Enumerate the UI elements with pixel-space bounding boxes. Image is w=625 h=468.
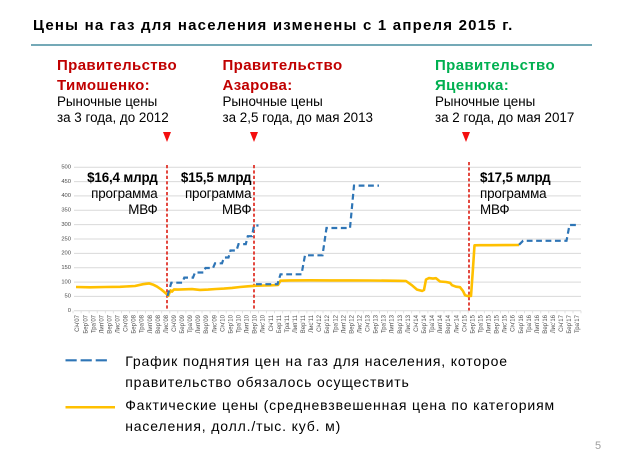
svg-text:Тра’11: Тра’11 (285, 314, 291, 332)
svg-text:400: 400 (61, 193, 71, 199)
svg-text:Вер’15: Вер’15 (495, 314, 501, 333)
svg-text:Вер’07: Вер’07 (108, 314, 114, 333)
svg-text:Тра’07: Тра’07 (91, 314, 97, 333)
svg-text:Вер’09: Вер’09 (204, 314, 210, 333)
svg-text:Бер’15: Бер’15 (470, 314, 476, 333)
svg-text:250: 250 (61, 236, 71, 242)
svg-text:Лип’13: Лип’13 (390, 314, 396, 333)
svg-text:Вер’16: Вер’16 (543, 314, 549, 333)
svg-text:Лис’15: Лис’15 (503, 314, 509, 333)
svg-text:100: 100 (61, 279, 71, 285)
svg-text:Вер’13: Вер’13 (398, 314, 404, 333)
svg-text:Лип’10: Лип’10 (245, 314, 251, 333)
svg-text:350: 350 (61, 208, 71, 214)
svg-text:Лис’16: Лис’16 (551, 314, 557, 333)
svg-text:Лип’09: Лип’09 (196, 314, 202, 333)
svg-text:Вер’14: Вер’14 (446, 314, 452, 333)
svg-text:150: 150 (61, 265, 71, 271)
svg-text:Бер’16: Бер’16 (519, 314, 525, 333)
svg-text:Лис’07: Лис’07 (116, 314, 122, 333)
svg-text:450: 450 (61, 179, 71, 185)
svg-text:Бер’14: Бер’14 (422, 314, 428, 333)
svg-text:Бер’13: Бер’13 (374, 314, 380, 333)
svg-text:0: 0 (68, 308, 71, 314)
svg-text:Бер’08: Бер’08 (132, 314, 138, 333)
svg-text:Лип’16: Лип’16 (535, 314, 541, 333)
svg-text:Лис’14: Лис’14 (454, 314, 460, 333)
svg-text:Лис’09: Лис’09 (212, 314, 218, 333)
svg-text:Січ’15: Січ’15 (462, 314, 468, 331)
svg-text:Бер’07: Бер’07 (83, 314, 89, 333)
svg-text:Бер’12: Бер’12 (325, 314, 331, 333)
svg-text:Лип’14: Лип’14 (438, 314, 444, 333)
svg-text:Січ’09: Січ’09 (172, 314, 178, 331)
svg-text:Лип’07: Лип’07 (99, 314, 105, 333)
svg-text:Тра’09: Тра’09 (188, 314, 194, 333)
svg-text:Лис’10: Лис’10 (261, 314, 267, 333)
svg-text:300: 300 (61, 222, 71, 228)
svg-text:Січ’11: Січ’11 (269, 314, 275, 331)
svg-text:Лис’12: Лис’12 (358, 314, 364, 333)
svg-text:Лип’12: Лип’12 (341, 314, 347, 333)
svg-text:Тра’10: Тра’10 (237, 314, 243, 333)
svg-text:200: 200 (61, 251, 71, 257)
svg-text:Тра’12: Тра’12 (333, 314, 339, 333)
svg-text:Тра’17: Тра’17 (575, 314, 581, 333)
svg-text:Лис’11: Лис’11 (309, 314, 315, 333)
svg-text:Вер’12: Вер’12 (349, 314, 355, 333)
svg-text:Бер’09: Бер’09 (180, 314, 186, 333)
svg-text:Січ’14: Січ’14 (414, 314, 420, 331)
svg-text:Вер’08: Вер’08 (156, 314, 162, 333)
svg-text:Січ’07: Січ’07 (75, 314, 81, 331)
svg-text:Січ’17: Січ’17 (559, 314, 565, 331)
svg-text:Тра’13: Тра’13 (382, 314, 388, 333)
svg-text:Тра’15: Тра’15 (478, 314, 484, 333)
svg-text:Бер’11: Бер’11 (277, 314, 283, 333)
svg-text:50: 50 (65, 294, 71, 300)
svg-text:Лис’13: Лис’13 (406, 314, 412, 333)
svg-text:Лис’08: Лис’08 (164, 314, 170, 333)
svg-text:Січ’13: Січ’13 (366, 314, 372, 331)
svg-text:Тра’16: Тра’16 (527, 314, 533, 333)
svg-text:Тра’08: Тра’08 (140, 314, 146, 333)
svg-text:Січ’10: Січ’10 (220, 314, 226, 331)
svg-text:Січ’08: Січ’08 (124, 314, 130, 331)
svg-text:Вер’10: Вер’10 (253, 314, 259, 333)
svg-text:Бер’17: Бер’17 (567, 314, 573, 333)
svg-text:500: 500 (61, 165, 71, 171)
svg-text:Тра’14: Тра’14 (430, 314, 436, 333)
svg-text:Вер’11: Вер’11 (301, 314, 307, 333)
svg-text:Лип’11: Лип’11 (293, 314, 299, 333)
svg-text:Лип’15: Лип’15 (487, 314, 493, 333)
svg-text:Лип’08: Лип’08 (148, 314, 154, 333)
svg-text:Січ’16: Січ’16 (511, 314, 517, 331)
svg-text:Бер’10: Бер’10 (228, 314, 234, 333)
svg-text:Січ’12: Січ’12 (317, 314, 323, 331)
